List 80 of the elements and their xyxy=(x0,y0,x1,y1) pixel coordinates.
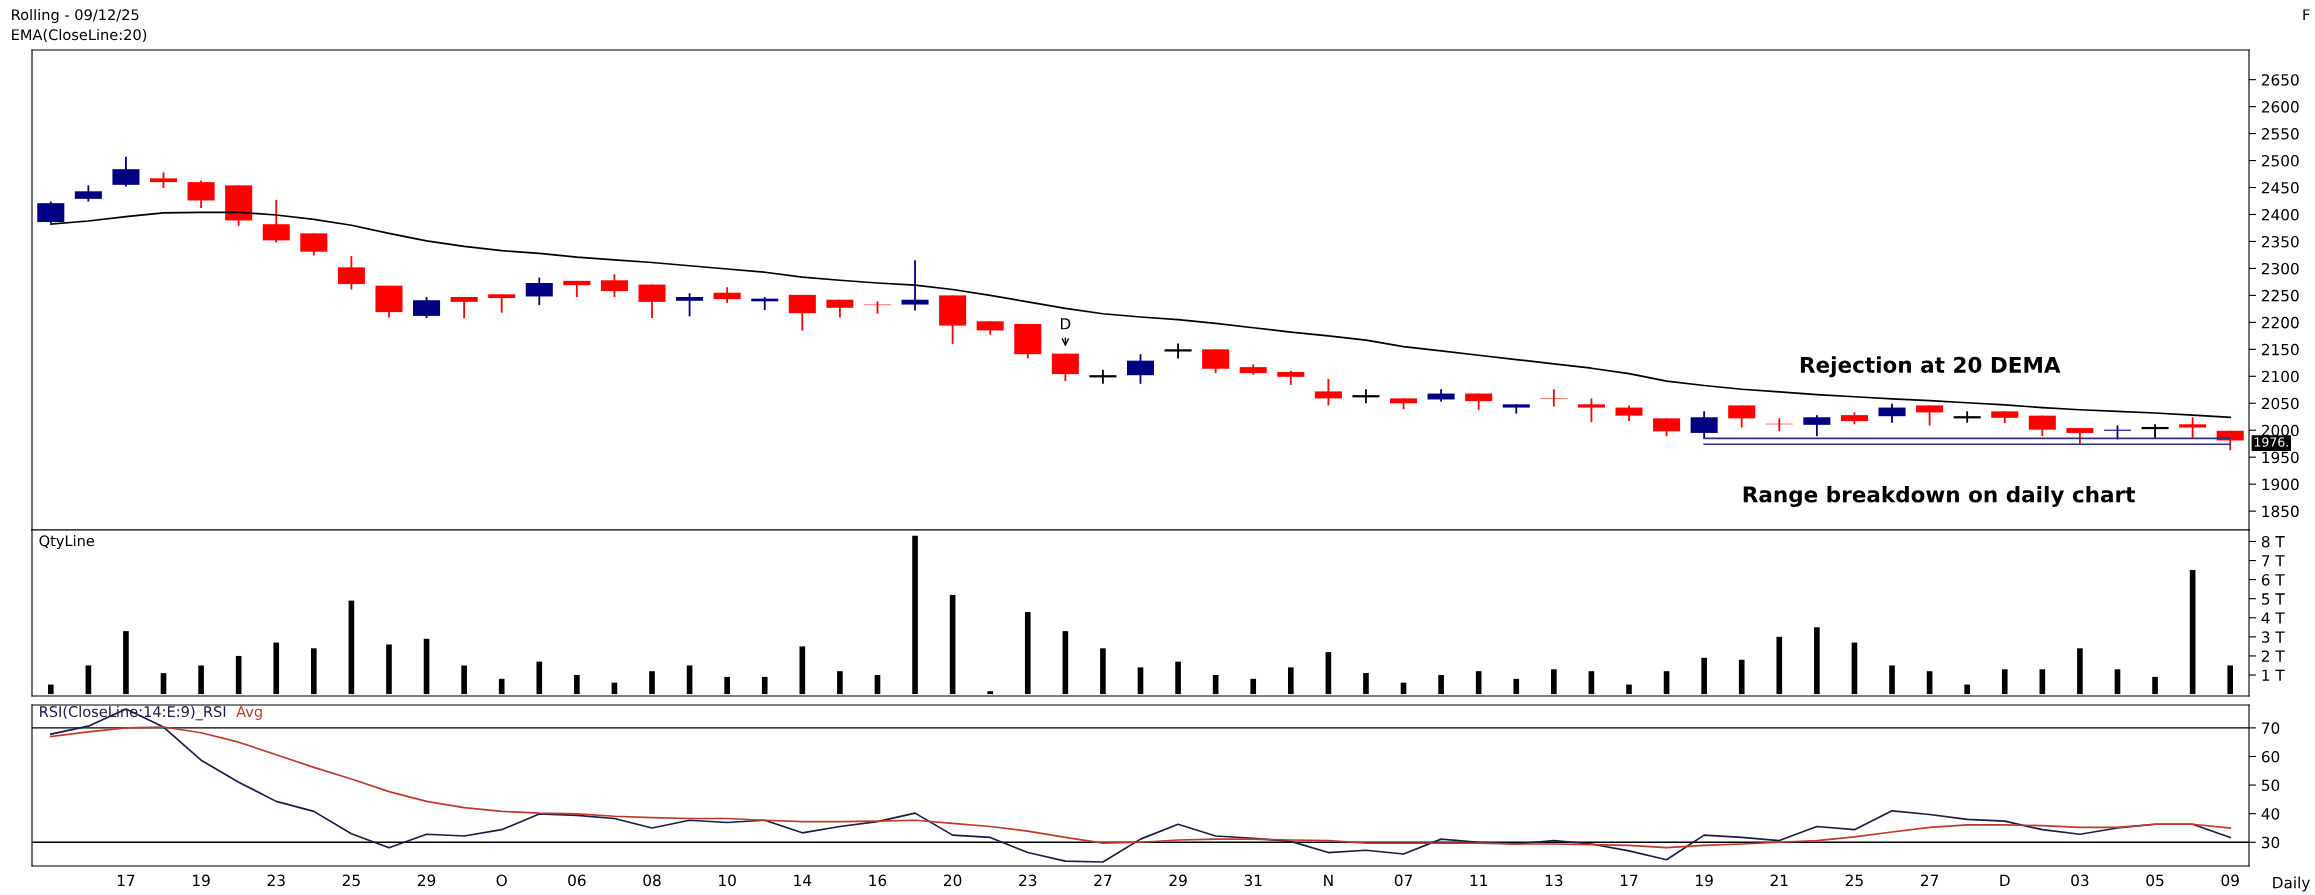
x-tick-label: 27 xyxy=(1921,874,1939,886)
x-tick-label: 27 xyxy=(1094,874,1112,886)
y-tick-label: 2400 xyxy=(2261,208,2299,221)
candlestick xyxy=(1952,410,1982,424)
y-tick-label: 1900 xyxy=(2262,478,2299,491)
y-tick-label: 2050 xyxy=(2261,397,2299,410)
line-series xyxy=(49,211,2232,419)
y-tick-label: 2 T xyxy=(2261,650,2285,662)
x-tick-label: D xyxy=(2000,874,2010,886)
candlestick xyxy=(676,292,704,318)
chart-title: QtyLine xyxy=(39,534,95,550)
x-tick-label: 14 xyxy=(794,874,812,886)
y-tick-label: 2000 xyxy=(2261,424,2299,437)
candlestick xyxy=(1577,397,1605,424)
y-tick-label: 2150 xyxy=(2261,343,2299,356)
y-tick-label: 3 T xyxy=(2261,631,2285,643)
x-tick-label: 25 xyxy=(1845,874,1863,887)
y-tick-label: 5 T xyxy=(2261,593,2285,605)
x-tick-label: 23 xyxy=(1019,874,1037,887)
x-tick-label: 13 xyxy=(1545,874,1563,887)
y-tick-label: 30 xyxy=(2261,836,2280,849)
text: 1976. xyxy=(2254,437,2288,447)
y-tick-label: 2600 xyxy=(2261,101,2299,113)
candlestick xyxy=(1351,388,1381,405)
x-tick-label: 08 xyxy=(643,874,661,887)
y-tick-label: 1950 xyxy=(2262,451,2299,464)
y-tick-label: 2550 xyxy=(2261,128,2299,140)
y-tick-label: 40 xyxy=(2261,808,2280,820)
y-tick-label: 2250 xyxy=(2261,289,2299,302)
series-label: Avg xyxy=(236,706,262,720)
x-tick-label: 17 xyxy=(117,874,135,886)
x-tick-label: 05 xyxy=(2146,874,2164,887)
y-tick-label: 8 T xyxy=(2261,535,2285,548)
candlestick xyxy=(1314,378,1342,407)
y-tick-label: 50 xyxy=(2261,779,2280,792)
y-tick-label: 1 T xyxy=(2262,669,2285,681)
x-tick-label: N xyxy=(1324,874,1333,886)
x-tick-label: 09 xyxy=(2221,874,2239,887)
x-tick-label: 29 xyxy=(1169,874,1187,887)
candlestick xyxy=(901,259,929,312)
y-tick-label: 2500 xyxy=(2261,155,2299,167)
x-tick-label: 17 xyxy=(1620,874,1638,886)
y-tick-label: 60 xyxy=(2261,750,2280,763)
x-tick-label: 19 xyxy=(1696,874,1713,887)
y-tick-label: 4 T xyxy=(2261,612,2285,624)
chart-title: Rolling - 09/12/25 xyxy=(12,8,139,24)
x-tick-label: O xyxy=(496,874,507,887)
x-tick-label: 11 xyxy=(1470,874,1487,886)
line-series xyxy=(49,726,2232,849)
y-tick-label: 2650 xyxy=(2261,74,2299,86)
x-tick-label: 25 xyxy=(342,874,360,887)
x-tick-label: 16 xyxy=(869,874,887,887)
candlestick xyxy=(1088,368,1118,385)
x-tick-label: 07 xyxy=(1394,874,1412,887)
x-tick-label: 19 xyxy=(193,874,210,887)
x-tick-label: 23 xyxy=(267,874,285,887)
x-tick-label: 20 xyxy=(944,874,962,887)
y-tick-label: 7 T xyxy=(2262,555,2285,567)
x-tick-label: 10 xyxy=(719,874,736,887)
x-tick-label: 29 xyxy=(417,874,436,887)
y-tick-label: 2200 xyxy=(2261,316,2299,329)
x-tick-label: 31 xyxy=(1244,874,1262,887)
x-tick-label: 21 xyxy=(1770,874,1788,886)
y-tick-label: 6 T xyxy=(2261,574,2285,586)
annotation: Rejection at 20 DEMA xyxy=(1800,356,2061,378)
chart-subtitle: EMA(CloseLine:20) xyxy=(12,28,147,42)
annotation: D xyxy=(1060,318,1071,330)
x-tick-label: 06 xyxy=(568,874,586,887)
y-tick-label: 2450 xyxy=(2261,181,2299,194)
candlestick xyxy=(2179,416,2207,439)
y-tick-label: 2300 xyxy=(2261,262,2299,275)
y-tick-label: 2100 xyxy=(2261,370,2299,383)
candlestick xyxy=(1540,388,1568,408)
x-tick-label: 03 xyxy=(2071,874,2089,887)
annotation: Range breakdown on daily chart xyxy=(1743,485,2135,507)
y-tick-label: 70 xyxy=(2262,722,2280,734)
y-tick-label: 2350 xyxy=(2261,235,2299,248)
y-tick-label: 1850 xyxy=(2262,505,2299,518)
text: Daily xyxy=(2273,876,2310,892)
text: F xyxy=(2303,9,2310,21)
